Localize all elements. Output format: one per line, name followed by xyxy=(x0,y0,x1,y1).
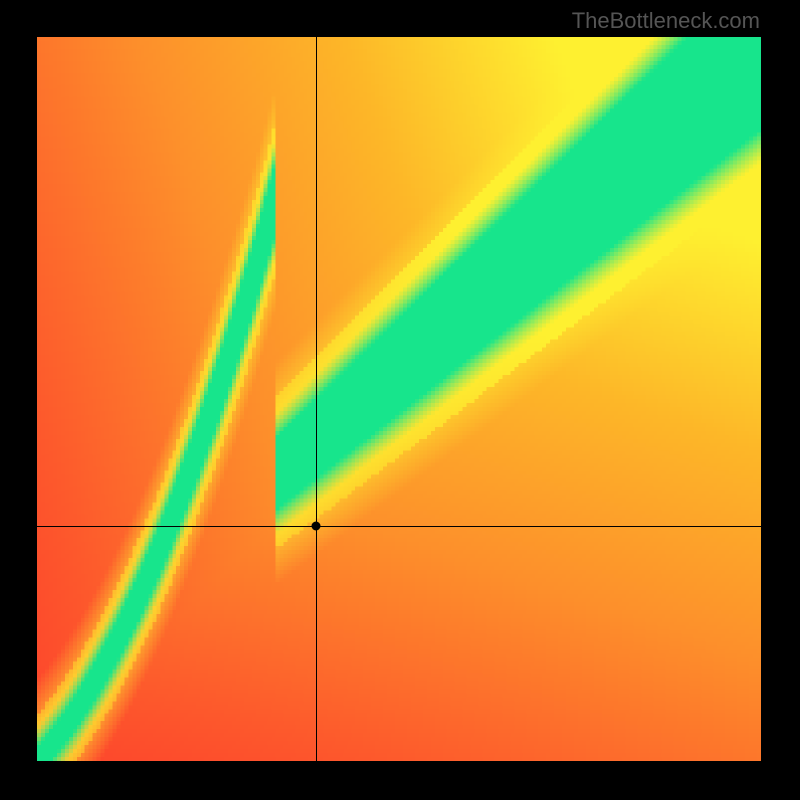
watermark-text: TheBottleneck.com xyxy=(572,8,760,34)
heatmap-plot-area xyxy=(37,37,761,761)
bottleneck-heatmap xyxy=(37,37,761,761)
crosshair-horizontal xyxy=(37,526,761,527)
crosshair-marker-dot xyxy=(311,522,320,531)
crosshair-vertical xyxy=(316,37,317,761)
